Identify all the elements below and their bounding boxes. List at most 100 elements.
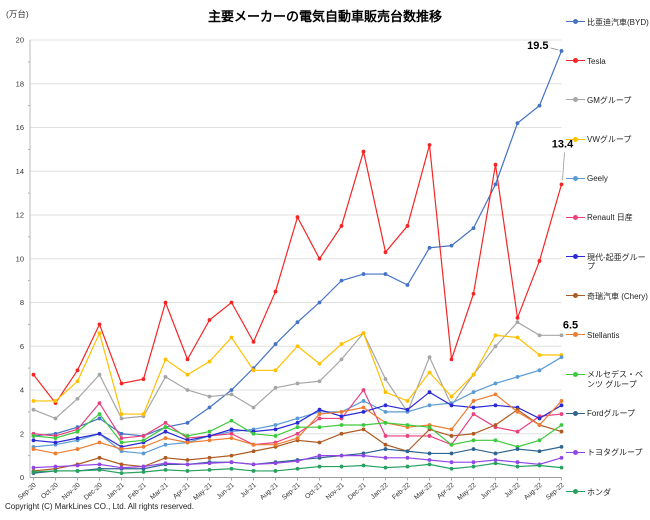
data-point	[141, 412, 146, 416]
data-point	[559, 49, 564, 53]
x-tick-label: Jul-21	[239, 482, 258, 500]
x-tick-label: Sep-22	[545, 482, 566, 502]
data-point	[75, 447, 80, 451]
data-point	[559, 465, 564, 470]
data-point	[251, 442, 256, 447]
data-point	[53, 416, 58, 421]
data-point	[273, 423, 278, 427]
legend-item-9: メルセデス・ベンツ グループ	[566, 370, 650, 390]
data-point	[493, 182, 498, 187]
x-tick-label: Feb-22	[391, 482, 412, 502]
data-point	[471, 460, 476, 465]
data-point	[295, 436, 300, 441]
data-point	[97, 412, 102, 416]
data-point	[493, 344, 498, 349]
data-point	[31, 434, 36, 438]
data-point	[405, 434, 410, 438]
data-point	[559, 412, 564, 416]
legend-item-3: VWグループ	[566, 135, 631, 145]
chart-legend: 比亜迪汽車(BYD) Tesla GMグループ VWグループ Geely Renault …	[566, 0, 650, 520]
data-point	[185, 372, 190, 377]
data-point	[141, 434, 146, 438]
data-point	[471, 226, 476, 231]
legend-marker-icon	[566, 291, 587, 301]
data-point	[295, 420, 300, 425]
data-point	[295, 320, 300, 325]
data-point	[229, 436, 234, 441]
data-point	[163, 455, 168, 460]
data-point	[361, 272, 366, 276]
data-point	[295, 215, 300, 220]
x-tick-label: Nov-21	[325, 482, 346, 502]
data-point	[427, 434, 432, 438]
data-point	[75, 379, 80, 384]
data-point	[141, 377, 146, 381]
legend-marker-icon	[566, 330, 587, 340]
data-point	[119, 436, 124, 441]
data-point	[207, 438, 212, 443]
data-point	[295, 431, 300, 436]
data-point	[163, 420, 168, 425]
data-point	[405, 449, 410, 454]
data-point	[559, 355, 564, 360]
legend-marker-icon	[566, 252, 587, 262]
data-point	[229, 418, 234, 423]
legend-label: GMグループ	[587, 95, 632, 105]
legend-item-2: GMグループ	[566, 95, 631, 105]
series-line-1	[33, 144, 563, 405]
data-point	[405, 283, 410, 287]
annotation-leader	[550, 47, 559, 51]
data-point	[559, 403, 564, 408]
x-tick-label: Aug-21	[259, 482, 280, 502]
x-tick-label: Dec-20	[83, 482, 104, 502]
data-point	[119, 416, 124, 421]
data-point	[493, 333, 498, 338]
data-point	[383, 409, 388, 414]
data-point	[317, 453, 322, 458]
data-point	[405, 455, 410, 460]
data-point	[317, 440, 322, 445]
data-point	[537, 438, 542, 443]
data-point	[405, 407, 410, 412]
y-tick-label: 16	[16, 123, 24, 132]
legend-marker-icon	[566, 448, 587, 458]
data-point	[471, 405, 476, 410]
data-point	[75, 463, 80, 468]
data-point	[515, 315, 520, 320]
data-point	[163, 442, 168, 447]
data-point	[427, 390, 432, 395]
legend-marker-icon	[566, 95, 587, 105]
data-point	[119, 440, 124, 445]
data-point	[515, 320, 520, 325]
legend-marker-icon	[566, 56, 587, 66]
data-point	[449, 466, 454, 471]
x-tick-label: Oct-21	[304, 482, 324, 501]
legend-label: Tesla	[587, 56, 606, 66]
data-point	[471, 399, 476, 403]
legend-label: 現代-起亜グループ	[587, 252, 646, 272]
data-point	[493, 423, 498, 427]
data-point	[493, 381, 498, 386]
data-point	[97, 322, 102, 327]
data-point	[317, 407, 322, 412]
data-point	[31, 407, 36, 412]
data-point	[405, 423, 410, 427]
data-point	[163, 467, 168, 472]
data-point	[559, 423, 564, 427]
x-tick-label: Dec-21	[347, 482, 368, 502]
data-point	[361, 149, 366, 154]
data-point	[251, 469, 256, 473]
legend-item-0: 比亜迪汽車(BYD)	[566, 17, 649, 27]
data-point	[537, 333, 542, 338]
data-point	[449, 451, 454, 456]
legend-item-8: Stellantis	[566, 330, 619, 340]
data-point	[559, 399, 564, 403]
data-point	[493, 392, 498, 397]
y-axis-unit-label: (万台)	[6, 9, 29, 19]
data-point	[163, 425, 168, 430]
data-point	[163, 436, 168, 441]
data-point	[185, 469, 190, 473]
data-point	[559, 333, 564, 338]
legend-label: Geely	[587, 174, 608, 184]
